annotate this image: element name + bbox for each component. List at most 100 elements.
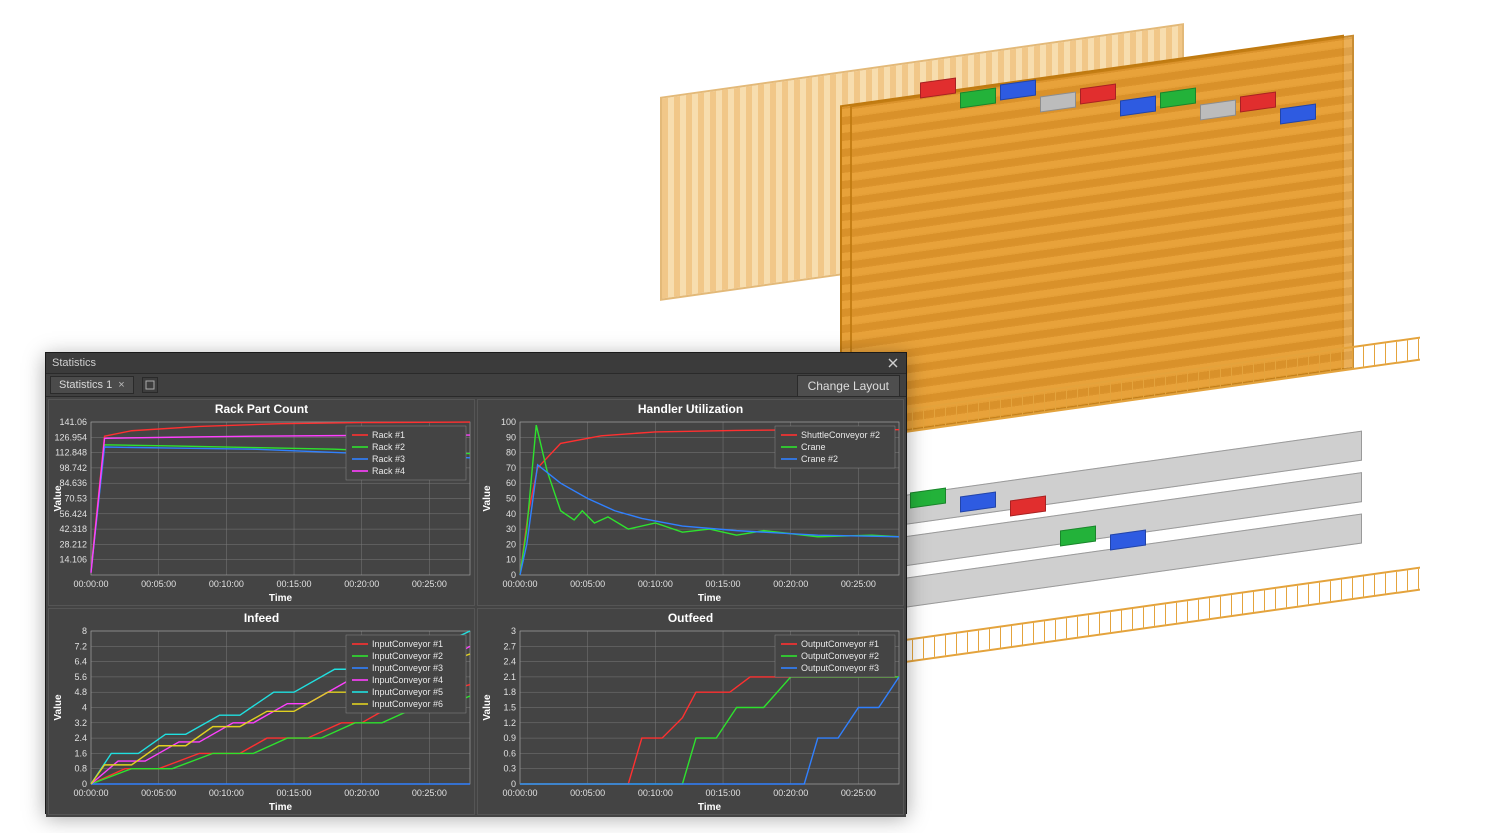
panel-title: Statistics (52, 357, 96, 369)
svg-text:OutputConveyor #2: OutputConveyor #2 (801, 651, 879, 661)
svg-text:4: 4 (82, 703, 87, 713)
svg-text:Value: Value (482, 694, 493, 721)
svg-text:00:15:00: 00:15:00 (706, 788, 741, 798)
tab-statistics-1[interactable]: Statistics 1 × (50, 376, 134, 394)
chart-title: Infeed (49, 609, 474, 625)
svg-text:00:25:00: 00:25:00 (841, 579, 876, 589)
svg-text:00:25:00: 00:25:00 (841, 788, 876, 798)
svg-text:00:25:00: 00:25:00 (412, 788, 447, 798)
svg-text:00:10:00: 00:10:00 (209, 788, 244, 798)
svg-text:00:15:00: 00:15:00 (277, 579, 312, 589)
svg-text:4.8: 4.8 (74, 687, 87, 697)
chart-handler-utilization: Handler Utilization 01020304050607080901… (477, 399, 904, 606)
statistics-panel: Statistics Statistics 1 × Change Layout … (45, 352, 907, 814)
svg-text:42.318: 42.318 (59, 524, 87, 534)
chart-canvas: 14.10628.21242.31856.42470.5384.63698.74… (49, 416, 474, 605)
svg-text:Time: Time (698, 802, 722, 813)
close-icon[interactable] (886, 356, 900, 370)
tab-close-icon[interactable]: × (118, 379, 124, 391)
chart-canvas: 00.30.60.91.21.51.82.12.42.7300:00:0000:… (478, 625, 903, 814)
chart-canvas: 00.81.62.43.244.85.66.47.2800:00:0000:05… (49, 625, 474, 814)
svg-text:70: 70 (506, 463, 516, 473)
panel-titlebar[interactable]: Statistics (46, 353, 906, 374)
svg-text:0.6: 0.6 (503, 748, 516, 758)
svg-text:InputConveyor #1: InputConveyor #1 (372, 639, 443, 649)
svg-text:InputConveyor #3: InputConveyor #3 (372, 663, 443, 673)
svg-text:ShuttleConveyor #2: ShuttleConveyor #2 (801, 430, 880, 440)
svg-text:00:15:00: 00:15:00 (706, 579, 741, 589)
svg-text:00:10:00: 00:10:00 (638, 788, 673, 798)
svg-text:50: 50 (506, 494, 516, 504)
chart-rack-part-count: Rack Part Count 14.10628.21242.31856.424… (48, 399, 475, 606)
svg-text:1.6: 1.6 (74, 748, 87, 758)
svg-text:InputConveyor #2: InputConveyor #2 (372, 651, 443, 661)
svg-text:Rack #2: Rack #2 (372, 442, 405, 452)
svg-text:OutputConveyor #1: OutputConveyor #1 (801, 639, 879, 649)
svg-text:Rack #1: Rack #1 (372, 430, 405, 440)
svg-text:00:00:00: 00:00:00 (502, 579, 537, 589)
svg-text:2.4: 2.4 (503, 657, 516, 667)
svg-text:00:15:00: 00:15:00 (277, 788, 312, 798)
svg-text:20: 20 (506, 539, 516, 549)
new-tab-icon[interactable] (142, 377, 158, 393)
svg-text:Value: Value (482, 485, 493, 512)
svg-text:60: 60 (506, 478, 516, 488)
svg-text:00:10:00: 00:10:00 (209, 579, 244, 589)
svg-text:Rack #3: Rack #3 (372, 454, 405, 464)
svg-text:3.2: 3.2 (74, 718, 87, 728)
svg-text:0.9: 0.9 (503, 733, 516, 743)
svg-text:00:20:00: 00:20:00 (344, 579, 379, 589)
svg-text:30: 30 (506, 524, 516, 534)
chart-title: Rack Part Count (49, 400, 474, 416)
svg-text:6.4: 6.4 (74, 657, 87, 667)
chart-infeed: Infeed 00.81.62.43.244.85.66.47.2800:00:… (48, 608, 475, 815)
svg-text:Crane #2: Crane #2 (801, 454, 838, 464)
svg-text:00:25:00: 00:25:00 (412, 579, 447, 589)
svg-text:00:05:00: 00:05:00 (141, 579, 176, 589)
chart-title: Handler Utilization (478, 400, 903, 416)
svg-text:00:00:00: 00:00:00 (73, 579, 108, 589)
svg-text:00:05:00: 00:05:00 (570, 788, 605, 798)
svg-text:InputConveyor #5: InputConveyor #5 (372, 687, 443, 697)
svg-text:2.1: 2.1 (503, 672, 516, 682)
svg-text:0.8: 0.8 (74, 764, 87, 774)
svg-text:126.954: 126.954 (54, 432, 87, 442)
svg-text:2.7: 2.7 (503, 641, 516, 651)
svg-text:Time: Time (698, 593, 722, 604)
svg-text:8: 8 (82, 626, 87, 636)
chart-outfeed: Outfeed 00.30.60.91.21.51.82.12.42.7300:… (477, 608, 904, 815)
chart-title: Outfeed (478, 609, 903, 625)
tab-label: Statistics 1 (59, 379, 112, 391)
svg-text:InputConveyor #6: InputConveyor #6 (372, 699, 443, 709)
svg-text:Time: Time (269, 802, 293, 813)
charts-grid: Rack Part Count 14.10628.21242.31856.424… (46, 397, 906, 817)
svg-text:00:00:00: 00:00:00 (73, 788, 108, 798)
svg-text:98.742: 98.742 (59, 463, 87, 473)
chart-canvas: 010203040506070809010000:00:0000:05:0000… (478, 416, 903, 605)
svg-text:10: 10 (506, 555, 516, 565)
svg-text:00:10:00: 00:10:00 (638, 579, 673, 589)
svg-text:70.53: 70.53 (64, 494, 87, 504)
svg-text:5.6: 5.6 (74, 672, 87, 682)
svg-text:80: 80 (506, 448, 516, 458)
svg-text:7.2: 7.2 (74, 641, 87, 651)
svg-text:0.3: 0.3 (503, 764, 516, 774)
svg-text:14.106: 14.106 (59, 555, 87, 565)
svg-text:00:05:00: 00:05:00 (570, 579, 605, 589)
svg-text:OutputConveyor #3: OutputConveyor #3 (801, 663, 879, 673)
svg-text:100: 100 (501, 417, 516, 427)
svg-text:40: 40 (506, 509, 516, 519)
svg-text:1.5: 1.5 (503, 703, 516, 713)
svg-text:Rack #4: Rack #4 (372, 466, 405, 476)
svg-text:00:20:00: 00:20:00 (344, 788, 379, 798)
svg-text:00:00:00: 00:00:00 (502, 788, 537, 798)
svg-text:3: 3 (511, 626, 516, 636)
svg-text:112.848: 112.848 (55, 448, 87, 458)
svg-text:Value: Value (53, 694, 64, 721)
tabs-row: Statistics 1 × Change Layout (46, 374, 906, 397)
change-layout-button[interactable]: Change Layout (797, 375, 900, 397)
svg-text:2.4: 2.4 (74, 733, 87, 743)
svg-text:00:05:00: 00:05:00 (141, 788, 176, 798)
svg-text:00:20:00: 00:20:00 (773, 788, 808, 798)
svg-text:141.06: 141.06 (59, 417, 87, 427)
